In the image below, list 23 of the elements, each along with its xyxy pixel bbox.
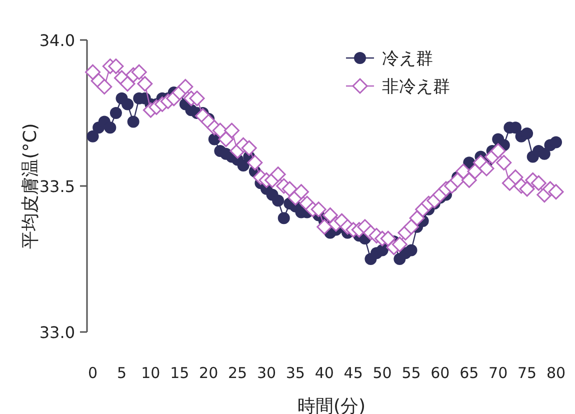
- x-tick-label: 40: [314, 364, 334, 382]
- x-tick-label: 0: [88, 364, 98, 382]
- legend-label: 非冷え群: [382, 77, 450, 97]
- x-tick-label: 15: [170, 364, 190, 382]
- x-tick-label: 55: [402, 364, 421, 382]
- x-tick-label: 65: [460, 364, 479, 382]
- y-tick-label: 33.5: [39, 177, 75, 196]
- y-tick-label: 34.0: [39, 31, 75, 50]
- x-tick-label: 70: [488, 364, 508, 382]
- x-tick-label: 20: [199, 364, 218, 382]
- x-tick-label: 75: [518, 364, 537, 382]
- x-tick-label: 30: [256, 364, 276, 382]
- y-axis-title: 平均皮膚温(°C): [20, 123, 41, 249]
- x-tick-label: 25: [228, 364, 248, 382]
- x-tick-label: 60: [430, 364, 450, 382]
- x-tick-label: 35: [286, 364, 305, 382]
- legend-label: 冷え群: [382, 49, 433, 69]
- x-tick-label: 80: [546, 364, 566, 382]
- x-tick-label: 10: [141, 364, 160, 382]
- x-tick-label: 5: [116, 364, 127, 382]
- x-tick-label: 50: [372, 364, 392, 382]
- y-tick-label: 33.0: [39, 323, 75, 342]
- x-tick-label: 45: [344, 364, 363, 382]
